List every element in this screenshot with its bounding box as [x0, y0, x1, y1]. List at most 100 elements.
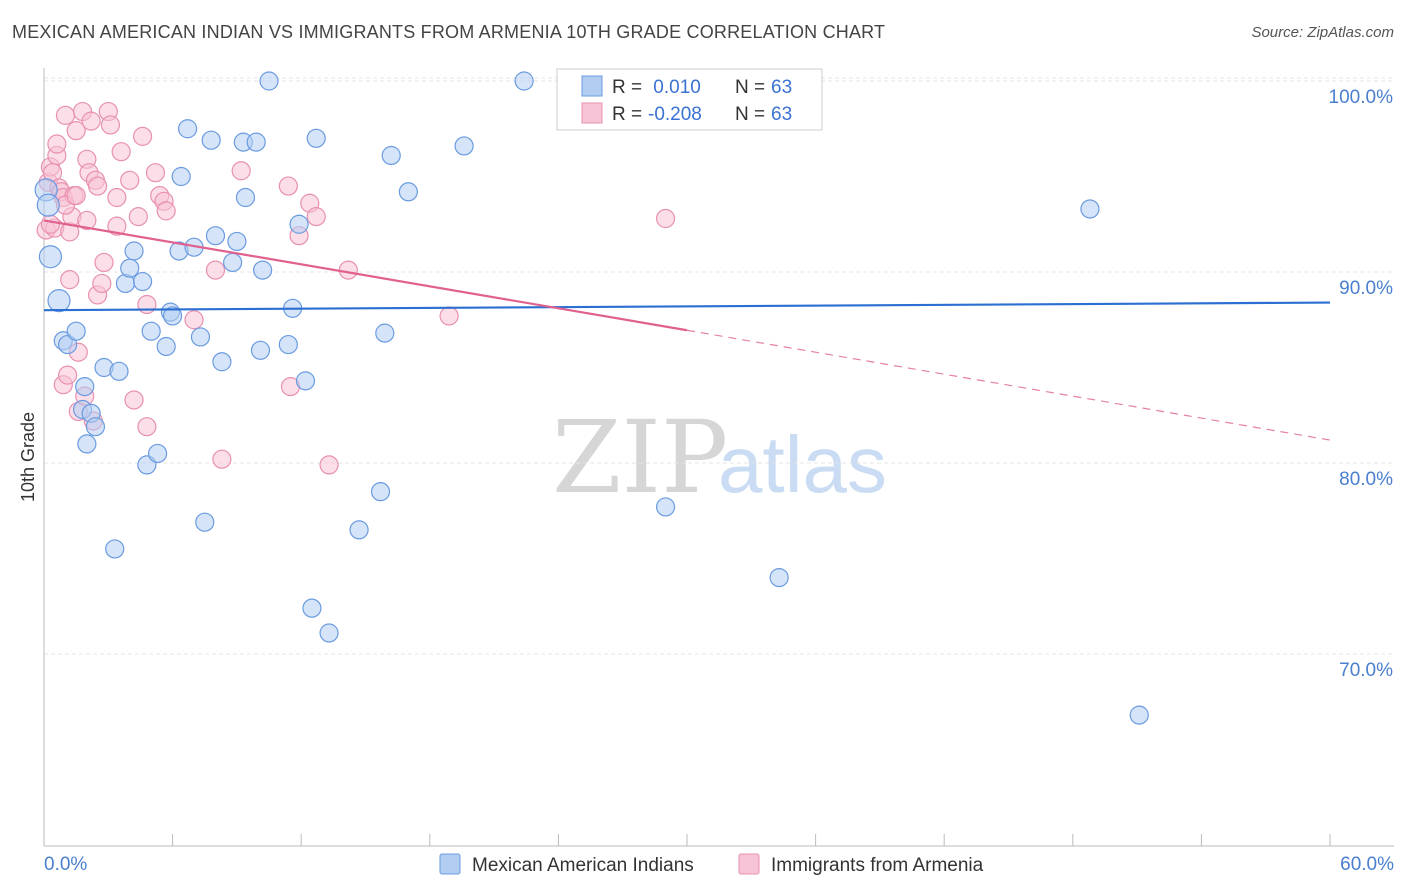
mexican-american-point-31 — [201, 130, 221, 150]
watermark-atlas: atlas — [718, 420, 887, 509]
bottom-legend: Mexican American Indians Immigrants from… — [439, 853, 984, 876]
mexican-american-point-45 — [295, 371, 316, 391]
mexican-american-point-1 — [36, 193, 60, 217]
bottom-legend-swatch-pink — [738, 853, 760, 875]
stats-legend-r-value-pink: -0.208 — [648, 104, 702, 125]
mexican-american-point-16 — [120, 258, 140, 278]
trend-lines — [43, 219, 1331, 441]
mexican-american-point-41 — [259, 71, 279, 91]
mexican-american-point-3 — [47, 289, 71, 313]
y-tick-label-100: 100.0% — [1329, 87, 1394, 108]
mexican-american-point-27 — [178, 119, 198, 139]
y-tick-label-70: 70.0% — [1339, 660, 1393, 681]
armenia-point-62 — [66, 186, 86, 206]
mexican-american-point-30 — [195, 512, 215, 532]
stats-legend-r-value-blue: 0.010 — [648, 77, 701, 98]
y-tick-labels: 70.0% 80.0% 90.0% 100.0% — [1329, 87, 1394, 681]
armenia-point-48 — [212, 449, 232, 469]
mexican-american-point-38 — [246, 132, 266, 152]
y-axis-label: 10th Grade — [18, 412, 38, 502]
bottom-legend-label-pink: Immigrants from Armenia — [771, 855, 984, 876]
x-tick-label-min: 0.0% — [44, 854, 87, 875]
mexican-american-point-20 — [141, 321, 161, 341]
armenia-point-58 — [655, 208, 676, 229]
mexican-american-point-18 — [132, 271, 153, 292]
mexican-american-point-2 — [38, 245, 63, 269]
mexican-american-point-21 — [147, 443, 168, 464]
armenia-point-12 — [57, 365, 78, 385]
mexican-american-point-34 — [223, 252, 243, 273]
y-tick-label-90: 90.0% — [1339, 278, 1393, 299]
mexican-american-point-54 — [454, 136, 474, 156]
mexican-american-point-40 — [253, 260, 273, 280]
armenia-point-6 — [47, 134, 67, 154]
mexican-american-point-26 — [171, 166, 191, 187]
armenia-point-38 — [128, 207, 148, 227]
mexican-american-point-14 — [109, 361, 129, 381]
armenia-point-32 — [100, 115, 121, 135]
mexican-american-point-13 — [105, 539, 125, 559]
armenia-point-24 — [81, 111, 101, 131]
pink-trend-line-dashed — [686, 329, 1331, 441]
mexican-american-point-61 — [1080, 199, 1100, 219]
armenia-point-29 — [92, 273, 112, 294]
stats-legend-n-value-pink: 63 — [771, 104, 792, 125]
armenia-point-37 — [124, 390, 144, 410]
mexican-american-point-17 — [124, 241, 144, 261]
armenia-point-42 — [145, 163, 166, 183]
armenia-point-45 — [156, 201, 176, 221]
mexican-american-point-6 — [66, 321, 86, 341]
armenia-point-49 — [231, 161, 251, 181]
armenia-point-11 — [55, 105, 76, 125]
bottom-legend-label-blue: Mexican American Indians — [472, 855, 694, 876]
stats-legend-r-label-pink: R = — [612, 104, 642, 125]
armenia-point-13 — [60, 270, 80, 290]
armenia-point-55 — [319, 455, 339, 475]
mexican-american-point-39 — [250, 340, 271, 360]
y-tick-label-80: 80.0% — [1339, 469, 1393, 490]
mexican-american-point-51 — [375, 323, 395, 343]
armenia-point-46 — [184, 310, 204, 330]
mexican-american-point-24 — [163, 306, 183, 326]
armenia-point-56 — [338, 260, 358, 280]
armenia-point-39 — [132, 126, 153, 146]
armenia-point-41 — [137, 417, 157, 437]
mexican-american-point-11 — [85, 417, 106, 437]
pink-trend-line-solid — [43, 219, 688, 332]
stats-legend: R = 0.010 N = 63 R = -0.208 N = 63 — [556, 68, 823, 131]
armenia-point-36 — [120, 170, 140, 190]
mexican-american-point-29 — [190, 327, 211, 347]
bottom-legend-swatch-blue — [439, 853, 461, 875]
x-tick-label-max: 60.0% — [1340, 854, 1394, 875]
mexican-american-point-55 — [514, 71, 534, 91]
mexican-american-point-8 — [75, 377, 95, 397]
mexican-american-point-9 — [77, 434, 97, 454]
mexican-american-point-22 — [156, 336, 176, 357]
mexican-american-point-52 — [381, 145, 401, 166]
mexican-american-point-49 — [349, 520, 369, 540]
mexican-american-point-50 — [370, 482, 391, 502]
stats-legend-swatch-blue — [581, 75, 603, 97]
armenia-point-40 — [137, 294, 157, 315]
mexican-american-point-35 — [227, 231, 247, 252]
armenia-point-27 — [87, 176, 108, 196]
x-ticks — [43, 834, 1331, 846]
armenia-point-33 — [107, 216, 127, 236]
mexican-american-point-46 — [302, 598, 322, 618]
mexican-american-point-42 — [278, 334, 298, 355]
mexican-american-point-32 — [205, 226, 226, 246]
mexican-american-point-47 — [306, 128, 326, 148]
mexican-american-point-37 — [235, 187, 256, 208]
stats-legend-swatch-pink — [581, 102, 603, 124]
mexican-american-point-53 — [398, 182, 418, 202]
mexican-american-point-33 — [212, 352, 232, 372]
mexican-american-point-58 — [655, 497, 676, 517]
mexican-american-point-60 — [769, 567, 789, 588]
armenia-point-35 — [111, 142, 131, 162]
armenia-point-17 — [66, 121, 86, 141]
armenia-point-34 — [107, 187, 127, 208]
chart-title: MEXICAN AMERICAN INDIAN VS IMMIGRANTS FR… — [12, 22, 886, 42]
mexican-american-point-48 — [319, 623, 339, 643]
stats-legend-n-label-pink: N = — [735, 104, 765, 125]
